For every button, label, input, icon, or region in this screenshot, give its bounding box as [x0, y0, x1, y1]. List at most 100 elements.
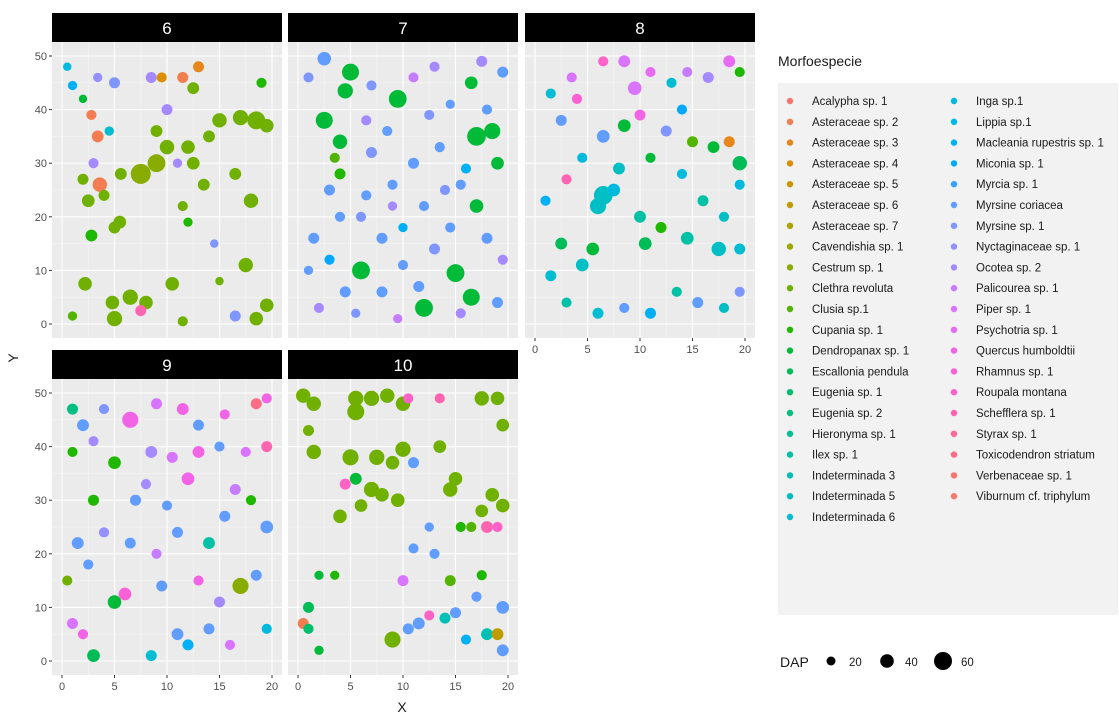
data-point	[718, 302, 730, 313]
legend-key	[786, 368, 794, 375]
facet-panel-7: 7	[288, 13, 518, 338]
data-point	[385, 455, 400, 470]
data-point	[135, 305, 147, 317]
data-point	[243, 193, 259, 208]
legend-label: Cestrum sp. 1	[812, 262, 884, 274]
data-point	[481, 104, 493, 115]
data-point	[351, 308, 361, 318]
data-point	[476, 570, 487, 581]
data-point	[355, 211, 367, 222]
data-point	[130, 163, 151, 184]
x-tick-label: 5	[347, 681, 353, 693]
legend-key	[786, 97, 794, 105]
data-point	[402, 623, 414, 635]
legend-key	[950, 181, 958, 188]
data-point	[571, 93, 583, 104]
facet-strip	[52, 13, 282, 42]
data-point	[342, 63, 359, 81]
data-point	[561, 297, 572, 308]
data-point	[617, 119, 631, 133]
data-point	[260, 520, 274, 534]
data-point	[397, 575, 409, 587]
data-point	[464, 76, 478, 90]
data-point	[324, 184, 335, 196]
data-point	[334, 211, 346, 222]
legend-key	[950, 472, 958, 479]
facet-panel-8: 8 0 5 10 15 20	[525, 13, 755, 356]
data-point	[496, 601, 510, 614]
data-point	[450, 607, 461, 619]
data-point	[384, 631, 401, 648]
legend-key	[950, 139, 958, 146]
y-tick-label: 0	[41, 656, 47, 668]
data-point	[434, 142, 445, 153]
legend-key	[786, 409, 794, 417]
data-point	[589, 198, 607, 215]
legend-key	[950, 326, 958, 333]
data-point	[455, 521, 466, 533]
data-point	[177, 201, 188, 212]
data-point	[186, 156, 200, 170]
facet-strip-label: 8	[635, 19, 644, 38]
data-point	[492, 521, 503, 533]
data-point	[83, 559, 94, 570]
data-point	[347, 403, 365, 421]
data-point	[324, 254, 335, 265]
data-point	[687, 136, 698, 148]
data-point	[98, 404, 110, 415]
data-point	[491, 156, 504, 170]
data-point	[424, 109, 435, 121]
data-point	[366, 80, 377, 91]
data-point	[250, 569, 262, 581]
data-point	[596, 130, 610, 143]
facet-strip-label: 7	[398, 19, 407, 38]
facet-strip	[288, 13, 518, 42]
data-point	[496, 644, 509, 657]
legend-label: Cupania sp. 1	[812, 325, 883, 337]
facet-strip	[525, 13, 755, 42]
data-point	[680, 231, 694, 245]
data-point	[333, 509, 347, 524]
data-point	[151, 398, 162, 410]
data-point	[77, 419, 89, 432]
data-point	[140, 479, 152, 490]
data-point	[145, 71, 157, 83]
data-point	[337, 83, 353, 99]
data-point	[232, 109, 249, 126]
data-point	[193, 419, 204, 431]
data-point	[303, 265, 314, 276]
data-point	[98, 189, 110, 201]
data-point	[303, 72, 314, 83]
data-point	[413, 280, 425, 292]
data-point	[682, 67, 693, 78]
legend-label: Myrsine coriacea	[976, 200, 1064, 212]
data-point	[107, 595, 122, 609]
y-tick-label: 40	[35, 105, 47, 117]
data-point	[329, 152, 340, 163]
legend-key	[786, 451, 794, 458]
data-point	[734, 67, 745, 78]
legend-key	[950, 160, 958, 167]
data-point	[408, 543, 419, 554]
data-point	[240, 446, 251, 458]
data-point	[462, 288, 480, 306]
data-point	[330, 570, 340, 580]
data-point	[361, 190, 372, 201]
facet-strip	[288, 350, 518, 379]
data-point	[332, 134, 348, 149]
legend-key	[786, 493, 794, 500]
data-point	[63, 62, 72, 71]
data-point	[238, 257, 253, 273]
data-point	[104, 126, 114, 136]
data-point	[176, 403, 189, 416]
data-point	[445, 99, 455, 109]
legend-label: Viburnum cf. triphylum	[976, 491, 1090, 503]
data-point	[161, 500, 173, 511]
data-point	[77, 173, 89, 185]
data-point	[466, 521, 477, 533]
legend-key	[950, 347, 958, 354]
data-point	[403, 393, 414, 404]
y-tick-label: 40	[35, 442, 47, 454]
legend-label: Eugenia sp. 2	[812, 408, 882, 420]
point-series	[62, 393, 274, 662]
